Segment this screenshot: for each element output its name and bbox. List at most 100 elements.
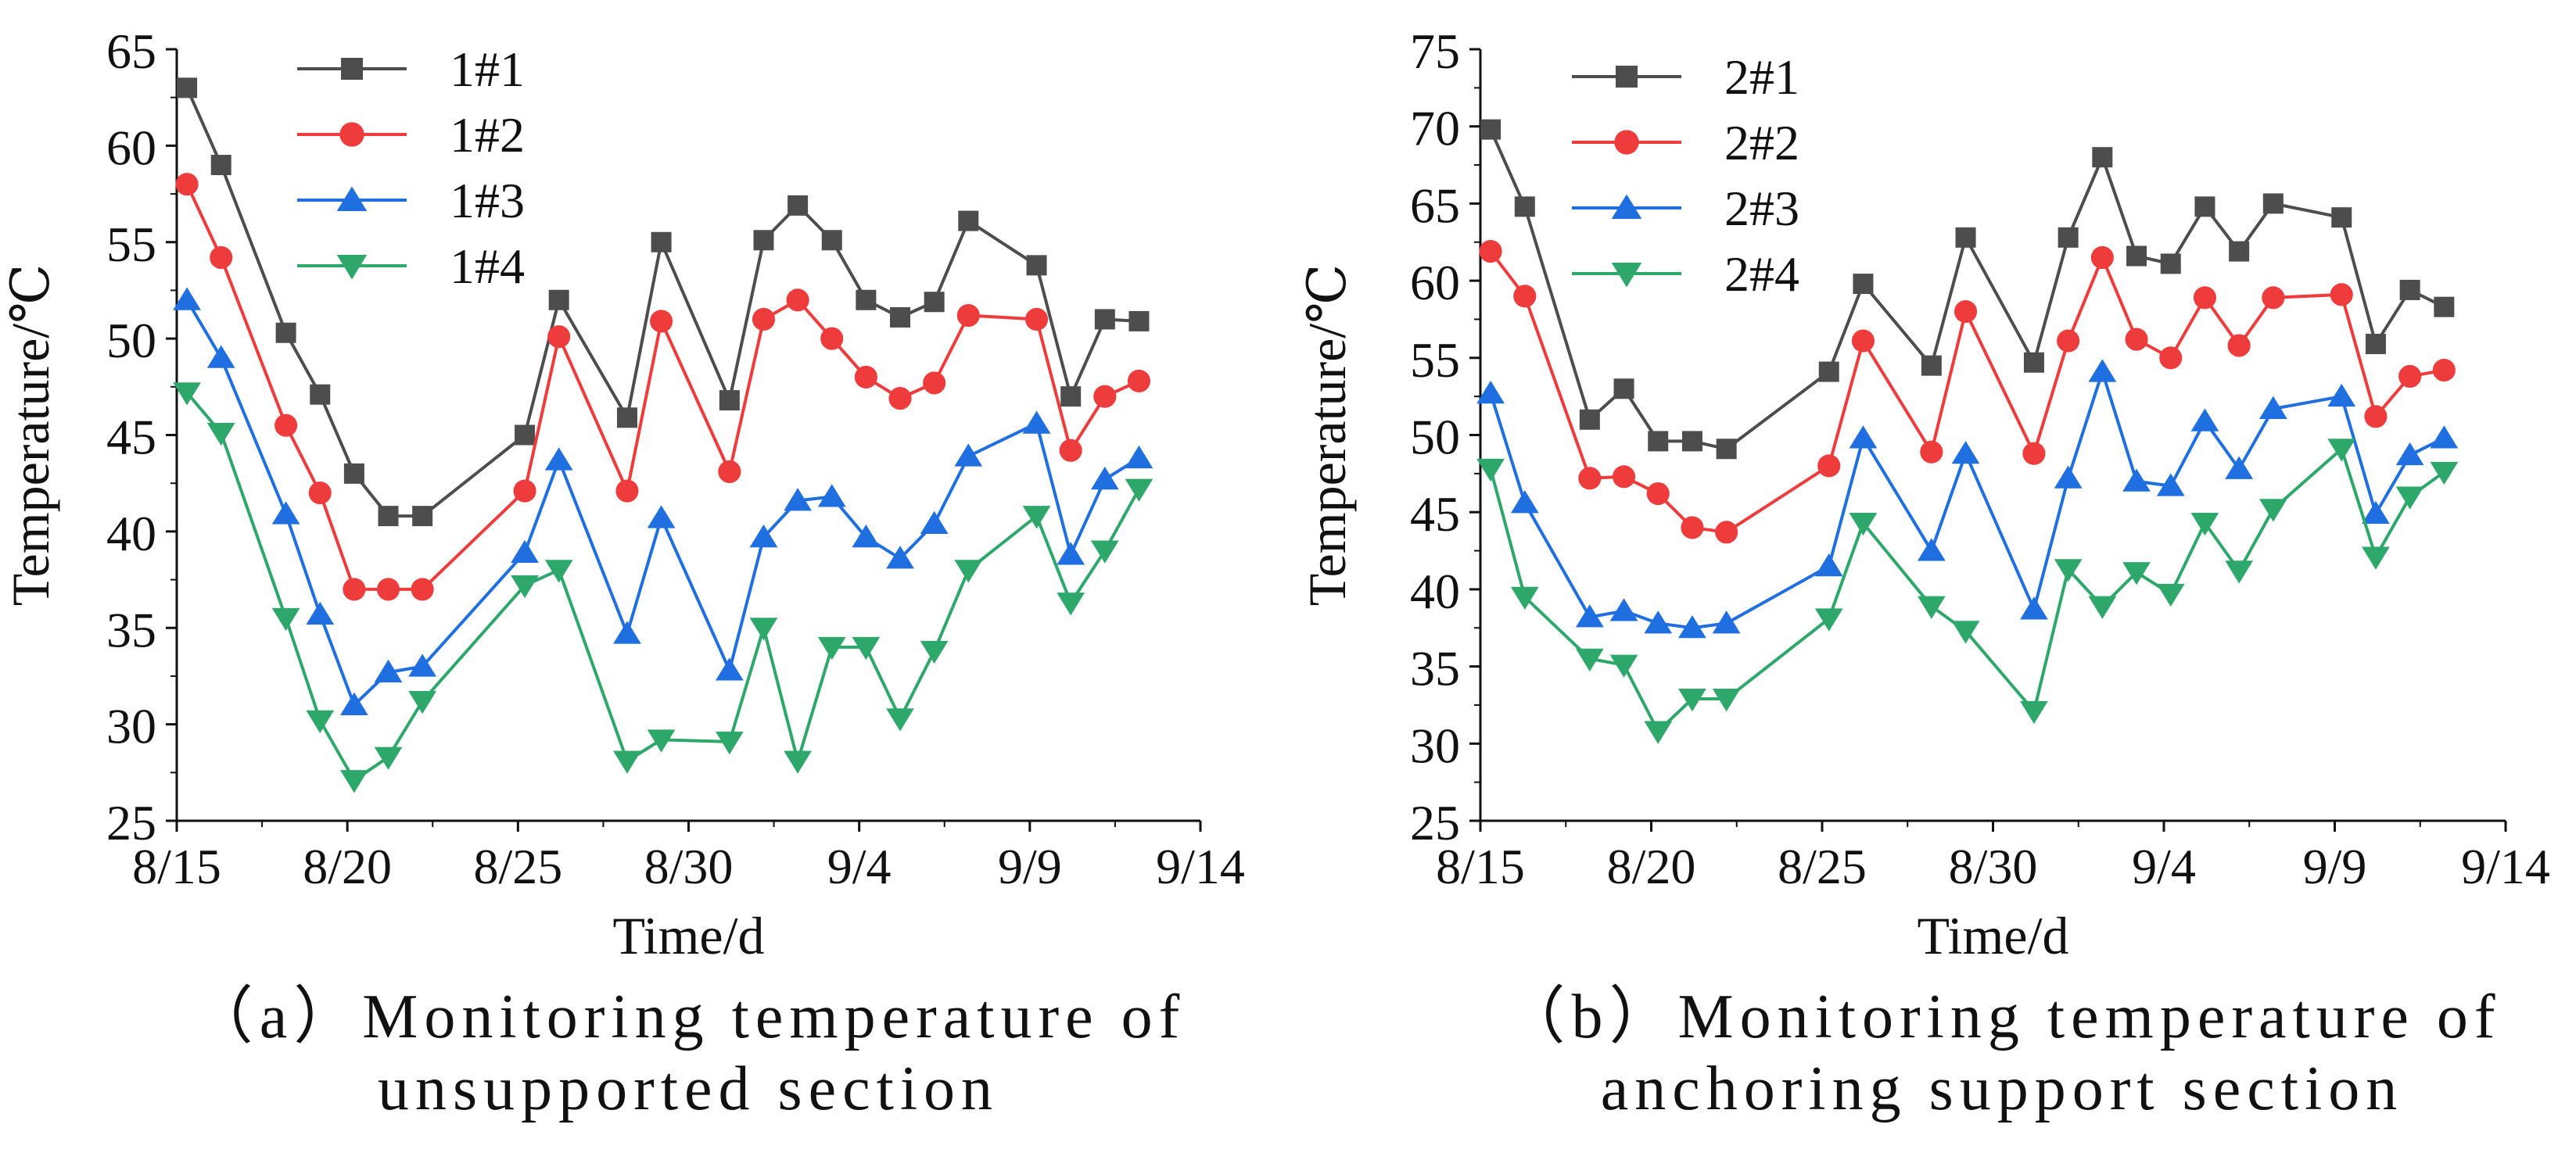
legend-label: 2#3 [1724,181,1799,236]
data-point [1921,355,1942,376]
data-point [2262,193,2284,214]
data-point [2432,359,2456,382]
series-line [185,87,1139,518]
series-line [1489,370,2445,630]
data-point [613,621,641,644]
data-point [1090,467,1119,490]
data-point [616,407,637,428]
x-tick-label: 8/30 [1949,839,2038,894]
legend: 1#1 1#2 1#3 1#4 [297,41,525,294]
data-point [2122,468,2151,492]
data-point [920,510,949,535]
data-point [1060,386,1082,407]
legend-marker [1616,66,1638,88]
data-point [2327,439,2356,462]
x-tick-label: 8/30 [644,839,734,894]
data-point [1917,538,1946,561]
data-point [2362,500,2390,525]
data-point [958,210,979,231]
series-1#4 [173,382,1153,793]
series-2#4 [1476,439,2459,744]
data-point [2258,396,2287,419]
data-point [715,731,744,755]
data-point [2399,279,2420,300]
y-tick-label: 30 [1410,718,1460,773]
data-point [2434,296,2455,317]
data-point [1612,465,1636,489]
caption-b-line1: （b）Monitoring temperature of [1502,983,2502,1051]
data-point [886,546,914,569]
data-point [177,77,198,98]
data-point [923,371,946,395]
legend-label: 1#4 [450,238,525,294]
legend-marker [336,255,368,280]
data-point [1022,506,1051,529]
x-axis-label: Time/d [612,906,764,965]
data-point [956,303,980,328]
x-tick-label: 9/4 [2132,839,2196,894]
data-point [647,729,676,753]
data-point [513,479,536,503]
y-tick-label: 40 [106,506,156,561]
y-tick-label: 70 [1410,101,1460,156]
data-point [411,578,434,601]
data-point [378,506,399,527]
data-point [2395,442,2424,466]
data-point [2225,560,2254,584]
y-tick-label: 45 [1410,486,1460,542]
data-point [854,365,877,389]
data-point [920,640,949,664]
data-point [2227,334,2251,357]
data-point [340,770,368,793]
y-tick-label: 45 [106,410,156,465]
data-point [890,306,911,328]
data-point [1476,380,1505,404]
x-tick-label: 8/20 [1607,839,1696,894]
series-line [185,391,1141,782]
data-point [1513,285,1537,308]
data-point [1681,516,1704,539]
legend-marker [1611,263,1642,288]
data-point [1678,689,1706,712]
legend-marker [336,186,368,211]
data-point [2092,147,2113,168]
data-point [210,155,231,176]
data-point [511,539,539,564]
data-point [340,692,368,715]
data-point [2193,286,2216,310]
data-point [1514,196,1535,217]
data-point [1480,119,1501,140]
data-point [1057,593,1085,616]
y-tick-label: 40 [1410,564,1460,619]
data-point [408,691,437,714]
y-tick-label: 55 [1410,332,1460,388]
data-point [715,657,744,681]
data-point [817,636,846,661]
data-point [206,423,235,446]
data-point [1712,689,1741,712]
data-point [2054,559,2083,582]
data-point [852,636,881,661]
data-point [1609,598,1638,621]
legend-label: 1#2 [450,107,525,163]
data-point [1853,274,1874,295]
data-point [888,387,912,410]
y-tick-label: 35 [106,602,156,657]
data-point [173,287,201,310]
data-point [2022,442,2046,465]
y-tick-label: 60 [1410,255,1460,310]
data-point [343,578,366,601]
data-point [1025,307,1049,331]
data-point [2430,461,2459,485]
series-1#2 [175,173,1151,601]
data-point [2156,473,2185,496]
data-point [274,414,298,437]
data-point [2194,196,2215,217]
data-point [856,289,877,310]
data-point [1575,604,1604,628]
data-point [2023,352,2044,373]
data-point [1920,440,1943,464]
data-point [1575,648,1604,671]
series-2#1 [1480,119,2455,460]
data-point [2090,245,2114,270]
